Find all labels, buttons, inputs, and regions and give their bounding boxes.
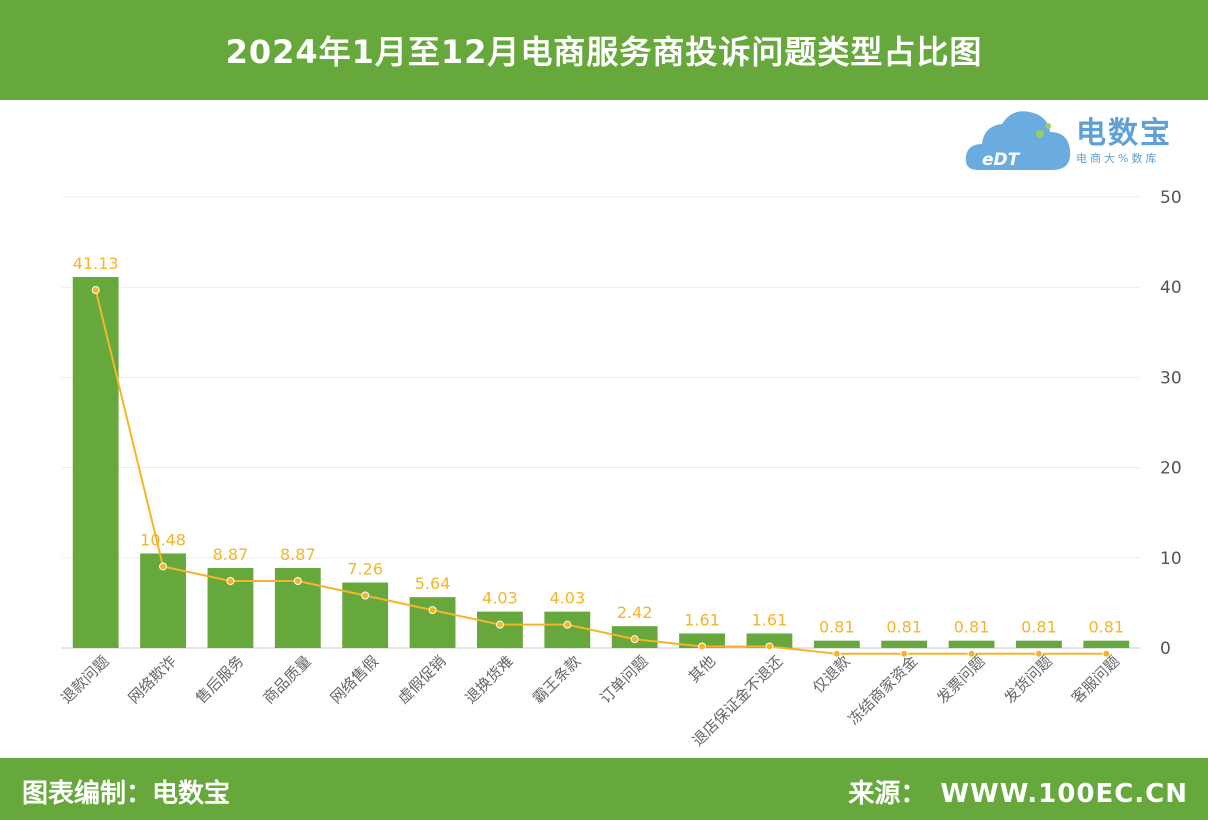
category-label: 退款问题 [57,652,112,707]
line-point [495,620,504,629]
trend-line [91,286,1111,658]
data-label: 0.81 [954,618,990,637]
line-point [563,620,572,629]
line-point [1034,649,1043,658]
data-label: 8.87 [280,545,316,564]
data-label: 0.81 [1021,618,1057,637]
bars [72,277,1130,648]
category-label: 霸王条款 [529,652,584,707]
category-label: 售后服务 [192,652,247,707]
data-label: 0.81 [886,618,922,637]
category-label: 发票问题 [933,652,988,707]
category-label: 商品质量 [259,652,314,707]
y-tick-label: 40 [1160,278,1182,298]
data-label: 4.03 [550,589,586,608]
data-label: 1.61 [684,610,720,629]
line-point [226,576,235,585]
bar [948,640,995,648]
category-label: 发货问题 [1001,652,1056,707]
source-url: WWW.100EC.CN [940,779,1188,809]
data-labels: 41.13 10.48 8.87 8.87 7.26 5.64 4.03 4.03 2.42 1.… [73,254,1124,637]
line-point [967,649,976,658]
bar [477,611,523,648]
category-label: 网络售假 [327,652,382,707]
data-label: 5.64 [415,574,451,593]
data-label: 8.87 [213,545,249,564]
logo-subtitle: 电商大%数库 [1076,152,1160,165]
y-tick-label: 10 [1160,549,1182,569]
title-banner: 2024年1月至12月电商服务商投诉问题类型占比图 [0,0,1208,100]
category-label: 客服问题 [1068,652,1123,707]
bar [72,277,119,648]
line-point [159,562,168,571]
data-label: 7.26 [347,560,383,579]
source-info: 来源： WWW.100EC.CN [848,773,1188,810]
bar [746,633,793,648]
line-point [900,649,909,658]
category-label: 退换货难 [462,652,517,707]
line-point [630,635,639,644]
cloud-icon [965,111,1071,170]
complaint-bar-chart: 0 10 20 30 40 50 41.13 10.48 8.87 8.87 7.26 5.64 4.… [57,188,1182,750]
y-tick-label: 30 [1160,368,1182,388]
compiled-by: 图表编制：电数宝 [22,779,231,809]
category-label: 订单问题 [596,652,651,707]
bar [1083,640,1130,648]
category-label: 虚假促销 [394,652,449,707]
data-label: 2.42 [617,603,653,622]
line-point [428,606,437,615]
category-label: 其他 [685,652,719,686]
y-axis: 0 10 20 30 40 50 [1160,188,1182,659]
logo-name: 电数宝 [1076,116,1172,151]
y-tick-label: 0 [1160,639,1171,659]
line-point [765,642,774,651]
trend-line-path [94,289,1107,655]
category-label: 仅退款 [809,652,854,697]
bar [881,640,928,648]
x-axis: 退款问题 网络欺诈 售后服务 商品质量 网络售假 虚假促销 退换货难 霸王条款 订单问题 其他退店… [57,652,1123,750]
data-label: 1.61 [752,610,788,629]
line-point [1102,649,1111,658]
category-label: 网络欺诈 [125,652,180,707]
logo-mark: eDT [982,150,1020,170]
brand-logo: eDT 电数宝 电商大%数库 [964,104,1200,178]
y-tick-label: 50 [1160,188,1182,208]
data-label: 41.13 [73,254,119,273]
data-label: 4.03 [482,589,518,608]
line-point [698,642,707,651]
bar [813,640,860,648]
footer-bar: 图表编制：电数宝 来源： WWW.100EC.CN [0,758,1208,820]
line-point [293,576,302,585]
line-point [91,286,100,295]
data-label: 10.48 [140,530,186,549]
line-point [832,649,841,658]
line-point [361,591,370,600]
bar [1016,640,1062,648]
bar [544,611,591,648]
source-label: 来源： [848,779,927,809]
y-tick-label: 20 [1160,459,1182,479]
category-label: 冻结商家资金 [845,652,921,728]
data-label: 0.81 [1089,618,1125,637]
data-label: 0.81 [819,618,855,637]
bar [409,597,456,648]
chart-title: 2024年1月至12月电商服务商投诉问题类型占比图 [225,33,983,71]
